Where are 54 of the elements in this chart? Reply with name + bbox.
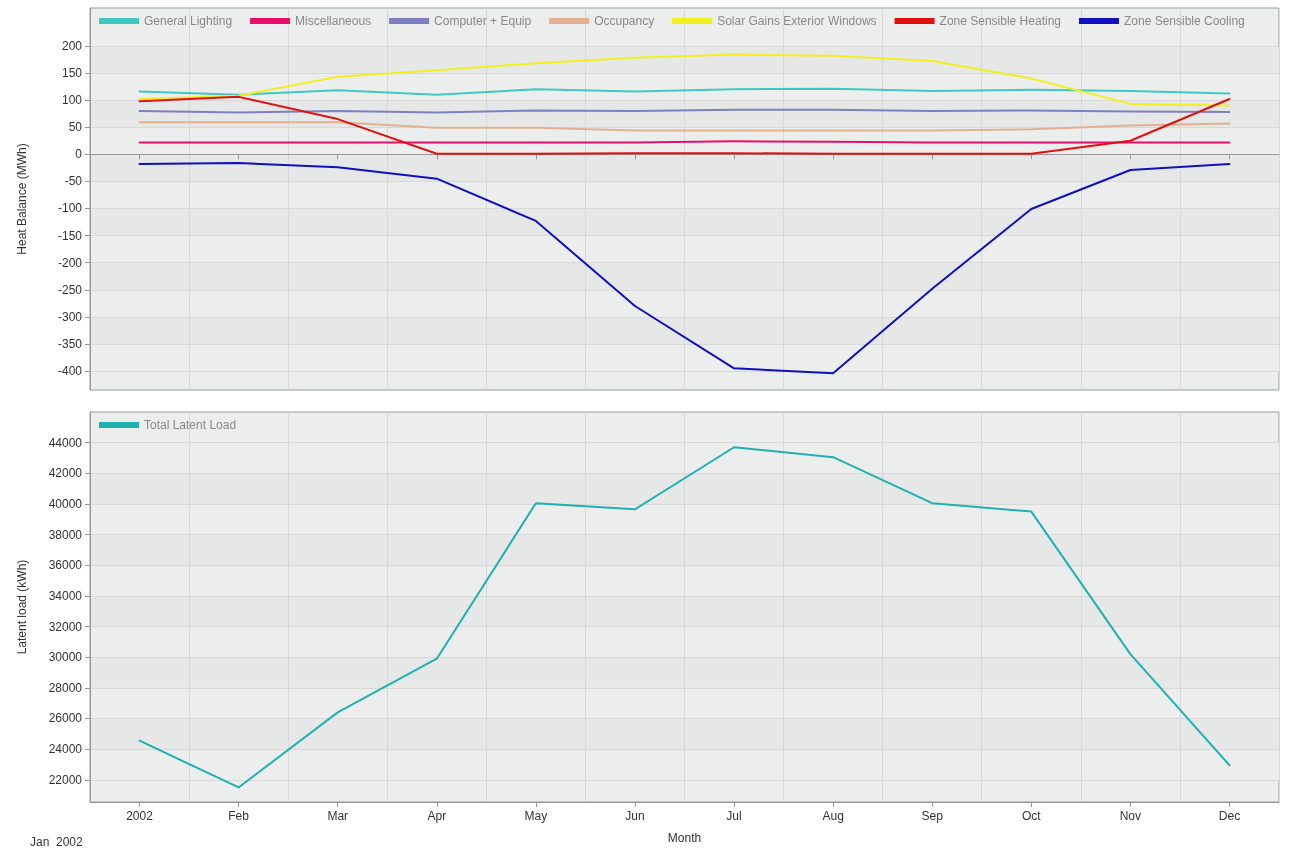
x-tick-label: 2002 xyxy=(126,809,154,823)
y-tick-label: -200 xyxy=(57,255,83,270)
x-tick-label: Sep xyxy=(921,809,944,823)
x-tick-label: Jul xyxy=(726,809,742,823)
y-tick-label: 44000 xyxy=(48,435,83,450)
y-tick-label: 24000 xyxy=(48,742,83,757)
y-axis-title: Latent load (kWh) xyxy=(15,559,29,655)
legend-label: Zone Sensible Cooling xyxy=(1123,14,1245,28)
x-tick-label: Aug xyxy=(822,809,844,823)
x-tick-label: Dec xyxy=(1218,809,1241,823)
legend-label: Miscellaneous xyxy=(295,14,372,28)
x-tick-label: Nov xyxy=(1119,809,1142,823)
y-tick-label: -300 xyxy=(57,309,83,324)
y-tick-label: -50 xyxy=(64,174,83,189)
y-tick-label: -400 xyxy=(57,364,83,379)
y-tick-label: 30000 xyxy=(48,650,83,665)
y-tick-label: 28000 xyxy=(48,680,83,695)
line-series xyxy=(138,446,1231,789)
x-tick-label: Apr xyxy=(427,809,447,823)
x-axis-title: Month xyxy=(667,831,702,845)
legend-label: Occupancy xyxy=(594,14,655,28)
line-series xyxy=(138,161,1231,375)
y-axis-title: Heat Balance (MWh) xyxy=(15,143,29,255)
y-tick-label: 100 xyxy=(61,93,83,108)
x-tick-label: Oct xyxy=(1021,809,1042,823)
y-tick-label: -350 xyxy=(57,336,83,351)
x-tick-label: Jun xyxy=(625,809,645,823)
line-series xyxy=(138,53,1231,107)
y-tick-label: 34000 xyxy=(48,588,83,603)
y-tick-label: 38000 xyxy=(48,527,83,542)
y-tick-label: 200 xyxy=(61,38,83,53)
y-tick-label: -150 xyxy=(57,228,83,243)
y-tick-label: -250 xyxy=(57,282,83,297)
y-tick-label: 42000 xyxy=(48,466,83,481)
y-tick-label: 36000 xyxy=(48,558,83,573)
legend-label: Total Latent Load xyxy=(144,418,237,432)
legend-label: Solar Gains Exterior Windows xyxy=(717,14,877,28)
y-tick-label: 40000 xyxy=(48,496,83,511)
x-tick-label: Feb xyxy=(228,809,250,823)
y-tick-label: 50 xyxy=(68,120,83,135)
line-series xyxy=(138,95,1231,155)
y-tick-label: 150 xyxy=(61,66,83,81)
legend-label: Computer + Equip xyxy=(434,14,532,28)
legend-label: Zone Sensible Heating xyxy=(939,14,1061,28)
y-tick-label: 0 xyxy=(75,147,83,162)
y-tick-label: -100 xyxy=(57,201,83,216)
text: Jan 2002 xyxy=(30,835,84,849)
y-tick-label: 22000 xyxy=(48,772,83,787)
line-series xyxy=(138,121,1231,132)
legend-label: General Lighting xyxy=(144,14,233,28)
x-tick-label: May xyxy=(524,809,548,823)
x-tick-label: Mar xyxy=(327,809,349,823)
y-tick-label: 26000 xyxy=(48,711,83,726)
y-tick-label: 32000 xyxy=(48,619,83,634)
